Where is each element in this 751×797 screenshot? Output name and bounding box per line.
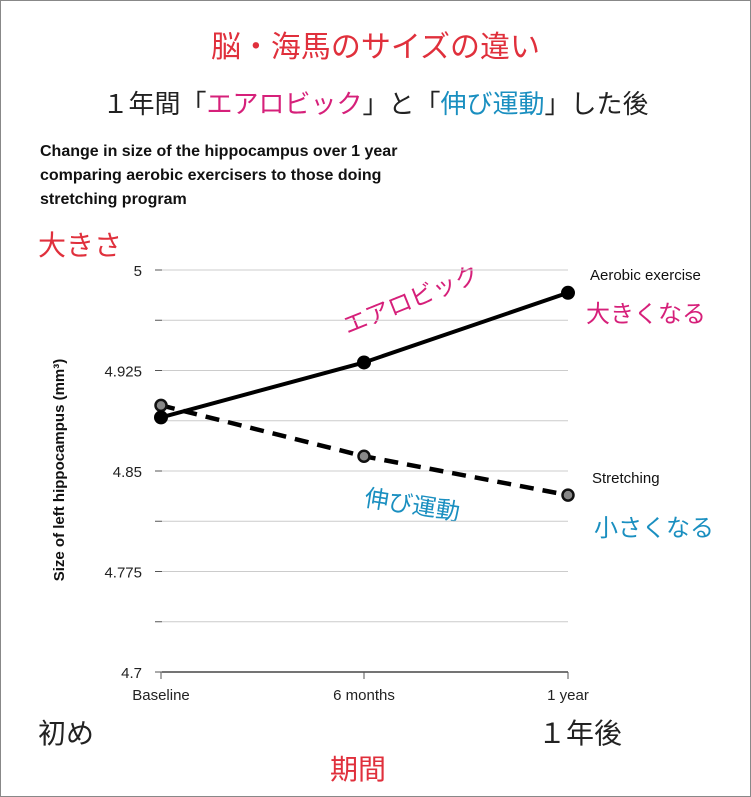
data-point-stretching: [357, 449, 371, 464]
data-point-aerobic: [154, 410, 168, 425]
y-tick-label: 4.925: [104, 364, 142, 381]
x-tick-label: 1 year: [547, 687, 589, 704]
data-point-aerobic: [357, 355, 371, 370]
x-tick-label: Baseline: [132, 687, 190, 704]
subtitle-part: 」した後: [544, 90, 649, 120]
y-axis-label: Size of left hippocampus (mm³): [51, 359, 68, 582]
start-jp-label: 初め: [38, 717, 95, 750]
y-tick-label: 4.7: [121, 665, 142, 682]
subtitle-aerobic: エアロビック: [206, 90, 363, 120]
series-line-aerobic: [160, 290, 569, 420]
y-axis-jp-label: 大きさ: [38, 229, 123, 262]
chart-title: Change in size of the hippocampus over 1…: [40, 140, 397, 212]
subtitle-part: １年間「: [102, 90, 207, 120]
end-jp-label: １年後: [538, 717, 623, 750]
legend-stretching: Stretching: [592, 470, 660, 487]
subtitle-part: 」と「: [362, 90, 441, 120]
x-tick-label: 6 months: [333, 687, 395, 704]
data-point-stretching: [561, 488, 575, 502]
y-tick-label: 4.775: [104, 565, 142, 582]
data-point-stretching: [154, 398, 168, 413]
subtitle: １年間「エアロビック」と「伸び運動」した後: [0, 84, 751, 121]
aerobic-result-label: 大きくなる: [586, 300, 706, 328]
chart-title-line: stretching program: [40, 191, 187, 208]
chart-title-line: Change in size of the hippocampus over 1…: [40, 143, 398, 160]
x-axis-jp-label: 期間: [330, 753, 387, 786]
subtitle-stretch: 伸び運動: [440, 90, 545, 120]
data-point-aerobic: [561, 285, 575, 300]
stretch-result-label: 小さくなる: [594, 514, 714, 542]
page-title: 脳・海馬のサイズの違い: [210, 30, 541, 65]
y-tick-label: 5: [134, 263, 142, 280]
y-tick-label: 4.85: [113, 464, 142, 481]
legend-aerobic: Aerobic exercise: [590, 267, 701, 284]
chart-title-line: comparing aerobic exercisers to those do…: [40, 167, 382, 184]
